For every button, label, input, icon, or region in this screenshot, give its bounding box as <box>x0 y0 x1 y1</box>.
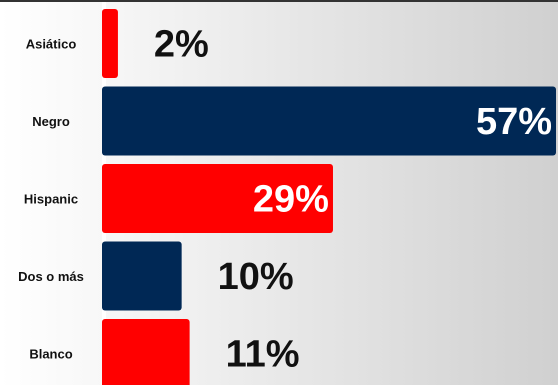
value-label: 2% <box>154 24 209 66</box>
category-label: Asiático <box>26 37 77 52</box>
value-label: 29% <box>253 179 329 221</box>
bar <box>102 86 556 156</box>
bar <box>102 319 190 385</box>
category-label: Dos o más <box>18 269 84 284</box>
bar <box>102 164 333 233</box>
value-label: 10% <box>218 256 294 298</box>
category-label: Negro <box>32 114 70 129</box>
category-label: Hispanic <box>24 192 78 207</box>
category-label: Blanco <box>29 347 72 362</box>
bar <box>102 9 118 78</box>
value-label: 11% <box>226 334 300 376</box>
bar <box>102 241 182 311</box>
value-label: 57% <box>476 101 552 143</box>
top-border <box>0 0 558 2</box>
